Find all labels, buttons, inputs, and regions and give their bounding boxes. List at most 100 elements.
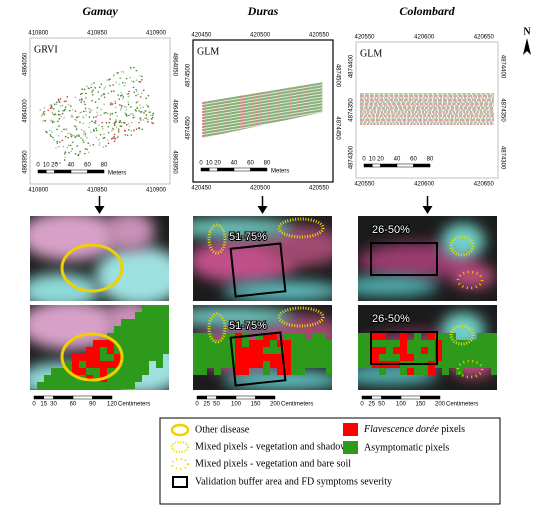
mixed-shadow-outline: [277, 306, 325, 328]
plant-pixel: [114, 111, 117, 114]
scale-segment: [413, 163, 431, 168]
plant-pixel: [85, 110, 87, 112]
classified-pixel: [263, 354, 270, 361]
plant-pixel: [113, 74, 115, 76]
plant-pixel: [135, 94, 137, 97]
classified-pixel: [379, 368, 386, 375]
plant-pixel: [123, 122, 126, 124]
legend-italic: Flavescence dorée: [363, 424, 439, 435]
plant-pixel: [152, 112, 155, 115]
plant-pixel: [117, 129, 120, 131]
classified-pixel: [58, 389, 65, 390]
classified-pixel: [128, 368, 135, 375]
plant-pixel: [140, 119, 142, 121]
classified-pixel: [156, 305, 163, 312]
classified-pixel: [386, 340, 393, 347]
classified-pixel: [235, 354, 242, 361]
classified-pixel: [312, 333, 319, 340]
classified-pixel: [72, 375, 79, 382]
plant-pixel: [117, 135, 120, 138]
plant-pixel: [121, 81, 124, 84]
plant-pixel: [86, 148, 88, 151]
plant-pixel: [151, 121, 153, 124]
classified-pixel: [270, 354, 277, 361]
plant-pixel: [120, 91, 122, 94]
plant-pixel: [88, 121, 91, 124]
plant-pixel: [92, 128, 95, 131]
mixed-shadow-outline: [449, 324, 475, 346]
plant-pixel: [75, 127, 78, 130]
classified-pixel: [163, 305, 169, 312]
plant-pixel: [77, 153, 80, 156]
classified-pixel: [442, 333, 449, 340]
classified-pixel: [435, 340, 442, 347]
plant-pixel: [113, 137, 116, 140]
plant-pixel: [107, 142, 110, 145]
other-disease-outline: [60, 332, 124, 382]
index-label: GLM: [197, 46, 219, 57]
plant-pixel: [78, 115, 80, 118]
classified-pixel: [491, 340, 497, 347]
plant-pixel: [84, 135, 87, 137]
plant-pixel: [110, 102, 112, 104]
classified-pixel: [156, 326, 163, 333]
validation-buffer: [229, 242, 287, 298]
classified-pixel: [319, 361, 326, 368]
plant-pixel: [136, 107, 139, 110]
plant-pixel: [90, 86, 92, 89]
plant-pixel: [121, 94, 123, 96]
plant-pixel: [125, 108, 128, 111]
plant-pixel: [103, 137, 106, 139]
classified-pixel: [86, 368, 93, 375]
image-blob: [223, 281, 332, 301]
column-title: Gamay: [82, 4, 118, 18]
classified-pixel: [284, 347, 291, 354]
classified-pixel: [93, 340, 100, 347]
image-blob: [441, 223, 485, 259]
classified-pixel: [156, 333, 163, 340]
plant-pixel: [44, 120, 47, 122]
plant-pixel: [109, 84, 111, 87]
scale-segment: [250, 167, 268, 172]
classified-pixel: [114, 326, 121, 333]
classified-pixel: [470, 340, 477, 347]
classified-pixel: [319, 340, 326, 347]
classified-pixel: [214, 347, 221, 354]
plant-pixel: [117, 94, 119, 96]
plant-pixel: [88, 107, 90, 110]
plant-pixel: [119, 77, 122, 79]
plant-pixel: [116, 72, 119, 74]
classified-pixel: [235, 340, 242, 347]
classified-pixel: [379, 340, 386, 347]
plant-pixel: [152, 113, 154, 116]
plant-pixel: [107, 125, 110, 128]
classified-pixel: [156, 347, 163, 354]
plant-pixel: [55, 103, 58, 106]
classified-pixel: [142, 312, 149, 319]
classified-pixel: [463, 347, 470, 354]
classified-pixel: [242, 354, 249, 361]
classified-pixel: [128, 347, 135, 354]
plant-pixel: [79, 150, 81, 153]
scale-segment: [200, 167, 210, 172]
classified-pixel: [135, 375, 142, 382]
classified-pixel: [114, 361, 121, 368]
classified-pixel: [135, 347, 142, 354]
classified-pixel: [193, 354, 200, 361]
map-tick: 4874350: [349, 98, 355, 122]
plant-pixel: [64, 156, 67, 159]
classified-pixel: [51, 382, 58, 389]
plant-pixel: [127, 100, 130, 103]
plant-pixel: [92, 116, 95, 119]
classified-pixel: [477, 347, 484, 354]
classified-pixel: [470, 347, 477, 354]
scale-segment: [381, 395, 402, 400]
classified-pixel: [428, 354, 435, 361]
scale-unit: Centimeters: [281, 402, 313, 408]
plant-pixel: [87, 142, 90, 144]
classified-pixel: [121, 326, 128, 333]
classified-pixel: [86, 354, 93, 361]
classified-pixel: [93, 368, 100, 375]
classified-pixel: [100, 347, 107, 354]
plant-pixel: [88, 116, 91, 118]
